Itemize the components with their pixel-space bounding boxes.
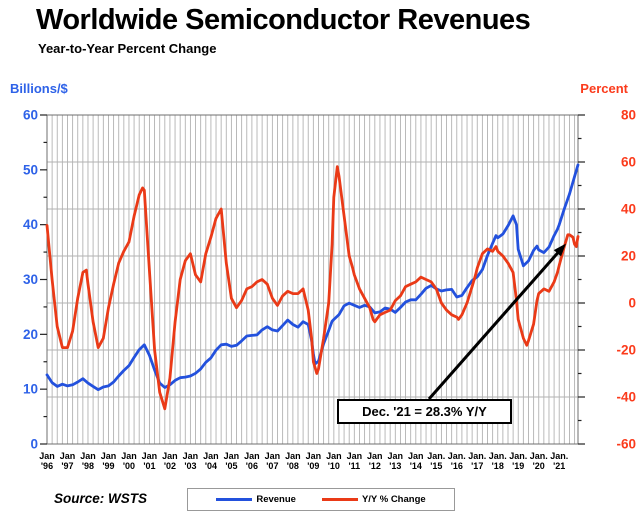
- svg-text:Jan: Jan: [203, 451, 219, 461]
- svg-text:Jan: Jan: [80, 451, 96, 461]
- svg-text:Jan: Jan: [285, 451, 301, 461]
- yoy-line-swatch: [321, 498, 358, 501]
- svg-text:Jan.: Jan.: [509, 451, 527, 461]
- svg-text:'97: '97: [61, 461, 73, 471]
- source-note: Source: WSTS: [54, 491, 148, 506]
- svg-text:'20: '20: [533, 461, 545, 471]
- svg-text:Jan: Jan: [367, 451, 383, 461]
- svg-text:80: 80: [621, 108, 636, 123]
- svg-text:'19: '19: [512, 461, 524, 471]
- svg-text:'00: '00: [123, 461, 135, 471]
- svg-text:Jan: Jan: [162, 451, 178, 461]
- svg-text:20: 20: [23, 327, 38, 342]
- svg-text:20: 20: [621, 249, 636, 264]
- svg-text:Jan: Jan: [347, 451, 363, 461]
- svg-text:Jan: Jan: [408, 451, 424, 461]
- svg-text:40: 40: [621, 202, 636, 217]
- svg-text:60: 60: [23, 108, 38, 123]
- svg-text:Jan: Jan: [306, 451, 322, 461]
- svg-text:Jan: Jan: [244, 451, 260, 461]
- svg-text:-60: -60: [616, 437, 636, 452]
- svg-text:Jan: Jan: [60, 451, 76, 461]
- svg-text:'03: '03: [184, 461, 196, 471]
- svg-text:'21: '21: [553, 461, 565, 471]
- svg-text:0: 0: [30, 437, 38, 452]
- svg-text:'16: '16: [451, 461, 463, 471]
- svg-text:'02: '02: [164, 461, 176, 471]
- svg-text:10: 10: [23, 382, 38, 397]
- svg-text:40: 40: [23, 217, 38, 232]
- svg-text:'05: '05: [225, 461, 237, 471]
- svg-text:Jan: Jan: [39, 451, 55, 461]
- svg-text:Jan: Jan: [142, 451, 158, 461]
- svg-text:'13: '13: [389, 461, 401, 471]
- svg-text:Jan.: Jan.: [427, 451, 445, 461]
- svg-text:50: 50: [23, 162, 38, 177]
- svg-text:'15: '15: [430, 461, 442, 471]
- svg-text:Jan.: Jan.: [448, 451, 466, 461]
- svg-text:Jan: Jan: [224, 451, 240, 461]
- revenue-line-swatch: [216, 498, 253, 501]
- legend-item-revenue: Revenue: [216, 494, 296, 505]
- svg-text:'06: '06: [246, 461, 258, 471]
- svg-text:'07: '07: [266, 461, 278, 471]
- svg-text:Jan: Jan: [183, 451, 199, 461]
- legend: Revenue Y/Y % Change: [187, 488, 455, 511]
- svg-text:Jan.: Jan.: [489, 451, 507, 461]
- svg-text:Jan: Jan: [101, 451, 117, 461]
- svg-text:'12: '12: [369, 461, 381, 471]
- svg-text:-40: -40: [616, 390, 636, 405]
- svg-text:'96: '96: [41, 461, 53, 471]
- legend-item-yoy-change: Y/Y % Change: [321, 494, 426, 505]
- svg-text:'18: '18: [492, 461, 504, 471]
- svg-text:'99: '99: [102, 461, 114, 471]
- svg-text:'17: '17: [471, 461, 483, 471]
- svg-text:'14: '14: [410, 461, 422, 471]
- legend-label-revenue: Revenue: [256, 494, 296, 505]
- svg-text:Jan.: Jan.: [550, 451, 568, 461]
- svg-text:Jan: Jan: [121, 451, 137, 461]
- svg-text:-20: -20: [616, 343, 636, 358]
- svg-text:Jan.: Jan.: [530, 451, 548, 461]
- right-axis-title: Percent: [580, 81, 628, 96]
- svg-text:'11: '11: [349, 461, 361, 471]
- svg-text:'98: '98: [82, 461, 94, 471]
- page-title: Worldwide Semiconductor Revenues: [36, 4, 531, 36]
- svg-text:30: 30: [23, 272, 38, 287]
- svg-text:'08: '08: [287, 461, 299, 471]
- left-axis-title: Billions/$: [10, 81, 68, 96]
- svg-text:Jan.: Jan.: [468, 451, 486, 461]
- svg-text:'09: '09: [307, 461, 319, 471]
- page-subtitle: Year-to-Year Percent Change: [38, 41, 217, 56]
- svg-text:0: 0: [628, 296, 636, 311]
- svg-text:Jan: Jan: [388, 451, 404, 461]
- svg-text:'04: '04: [205, 461, 217, 471]
- svg-text:Jan: Jan: [326, 451, 342, 461]
- annotation-callout: Dec. '21 = 28.3% Y/Y: [337, 399, 512, 424]
- svg-text:'10: '10: [328, 461, 340, 471]
- svg-text:'01: '01: [143, 461, 155, 471]
- svg-text:Jan: Jan: [265, 451, 281, 461]
- legend-label-yoy-change: Y/Y % Change: [361, 494, 426, 505]
- svg-text:60: 60: [621, 155, 636, 170]
